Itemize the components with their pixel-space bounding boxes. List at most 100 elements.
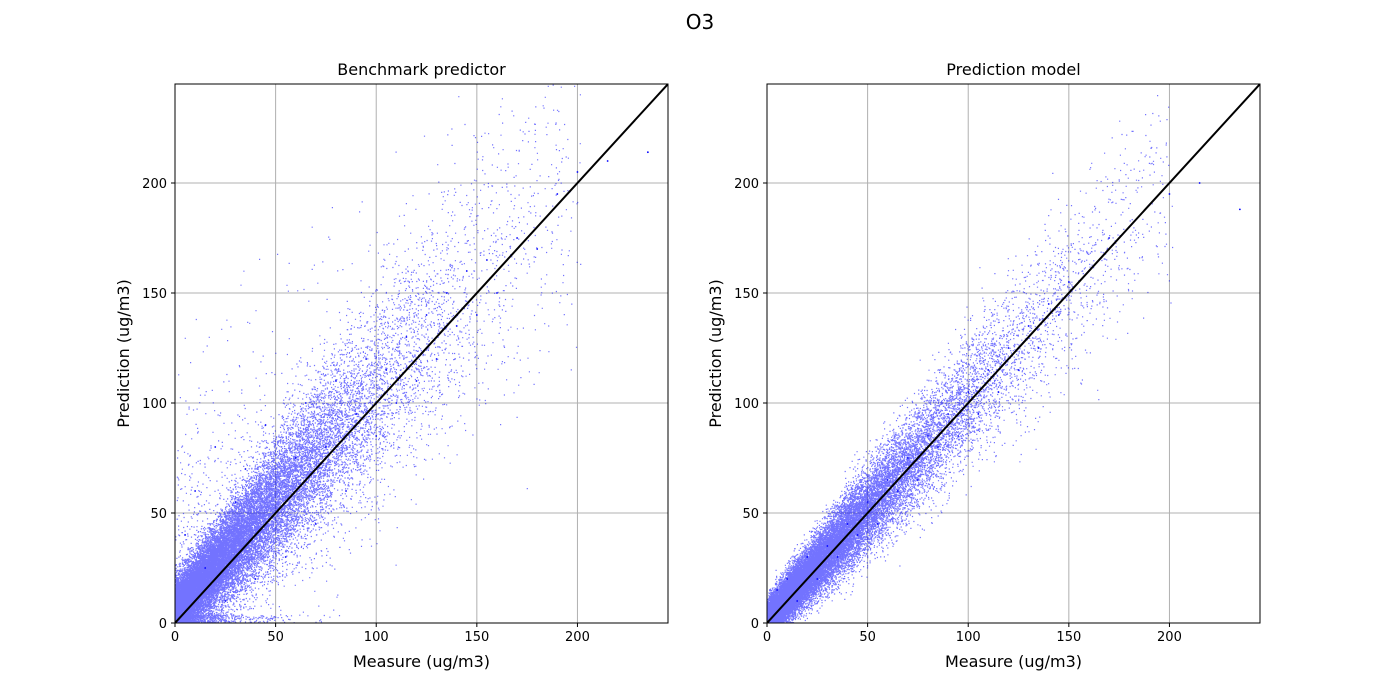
subplot-2: 0 50 100 150 200 0 50 100 150 200 Prediction model… <box>706 18 1260 671</box>
data-point <box>486 259 488 261</box>
data-point <box>847 523 849 525</box>
data-point <box>406 336 408 338</box>
data-point <box>365 358 367 360</box>
data-point <box>516 237 518 239</box>
y-axis-label: Prediction (ug/m3) <box>114 279 133 428</box>
data-point <box>967 391 969 393</box>
data-point <box>184 534 186 536</box>
data-point <box>315 523 317 525</box>
data-point <box>395 402 397 404</box>
x-tick-label: 150 <box>464 630 489 645</box>
x-tick-label: 200 <box>565 630 590 645</box>
data-point <box>998 391 1000 393</box>
data-point <box>647 151 649 153</box>
x-tick-label: 200 <box>1157 630 1182 645</box>
data-point <box>947 413 949 415</box>
x-tick-label: 50 <box>859 630 876 645</box>
data-point <box>204 567 206 569</box>
data-point <box>556 193 558 195</box>
data-point <box>335 380 337 382</box>
x-axis-label: Measure (ug/m3) <box>945 652 1082 671</box>
data-point <box>887 479 889 481</box>
data-point <box>806 556 808 558</box>
y-tick-label: 0 <box>751 617 759 632</box>
data-point <box>325 446 327 448</box>
y-tick-label: 200 <box>142 177 167 192</box>
y-axis-label: Prediction (ug/m3) <box>706 279 725 428</box>
x-tick-label: 100 <box>364 630 389 645</box>
data-point <box>416 380 418 382</box>
data-point <box>194 490 196 492</box>
x-tick-label: 150 <box>1056 630 1081 645</box>
subplot-title: Benchmark predictor <box>337 60 506 79</box>
data-point <box>987 369 989 371</box>
data-point <box>1239 209 1241 211</box>
subplot-title: Prediction model <box>946 60 1080 79</box>
data-point <box>937 446 939 448</box>
data-point <box>466 270 468 272</box>
y-tick-label: 100 <box>734 397 759 412</box>
x-tick-label: 0 <box>763 630 771 645</box>
data-point <box>837 556 839 558</box>
data-point <box>577 171 579 173</box>
data-point <box>1199 182 1201 184</box>
data-point <box>476 314 478 316</box>
data-point <box>245 468 247 470</box>
data-point <box>355 413 357 415</box>
data-point <box>305 402 307 404</box>
data-point <box>446 292 448 294</box>
data-point <box>867 501 869 503</box>
x-tick-label: 0 <box>171 630 179 645</box>
data-point <box>897 490 899 492</box>
data-point <box>776 589 778 591</box>
data-point <box>345 490 347 492</box>
data-point <box>907 457 909 459</box>
data-point <box>977 413 979 415</box>
y-tick-label: 150 <box>734 287 759 302</box>
data-point <box>927 435 929 437</box>
data-point <box>375 435 377 437</box>
data-point <box>957 435 959 437</box>
x-axis-label: Measure (ug/m3) <box>353 652 490 671</box>
data-point <box>1169 193 1171 195</box>
data-point <box>214 446 216 448</box>
data-point <box>265 424 267 426</box>
y-tick-label: 150 <box>142 287 167 302</box>
data-point <box>436 358 438 360</box>
data-point <box>456 325 458 327</box>
data-point <box>385 369 387 371</box>
data-point <box>1048 303 1050 305</box>
data-point <box>877 523 879 525</box>
x-tick-label: 100 <box>956 630 981 645</box>
x-tick-label: 50 <box>267 630 284 645</box>
data-point <box>285 556 287 558</box>
y-tick-label: 200 <box>734 177 759 192</box>
data-point <box>917 479 919 481</box>
data-point <box>786 578 788 580</box>
y-tick-label: 0 <box>159 617 167 632</box>
data-point <box>1018 369 1020 371</box>
data-point <box>234 501 236 503</box>
data-point <box>295 457 297 459</box>
y-tick-label: 50 <box>150 507 167 522</box>
data-point <box>796 600 798 602</box>
data-point <box>816 578 818 580</box>
data-point <box>1038 347 1040 349</box>
subplot-1: 0 50 100 150 200 0 50 100 150 200 Benchmark predic… <box>114 0 668 671</box>
data-point <box>1068 281 1070 283</box>
data-point <box>826 545 828 547</box>
y-tick-label: 50 <box>742 507 759 522</box>
data-point <box>255 578 257 580</box>
data-point <box>1058 314 1060 316</box>
data-point <box>1008 347 1010 349</box>
data-point <box>607 160 609 162</box>
data-point <box>857 534 859 536</box>
data-point <box>224 600 226 602</box>
data-point <box>426 314 428 316</box>
data-point <box>1108 237 1110 239</box>
data-point <box>1028 325 1030 327</box>
data-point <box>536 248 538 250</box>
data-point <box>496 292 498 294</box>
y-tick-label: 100 <box>142 397 167 412</box>
